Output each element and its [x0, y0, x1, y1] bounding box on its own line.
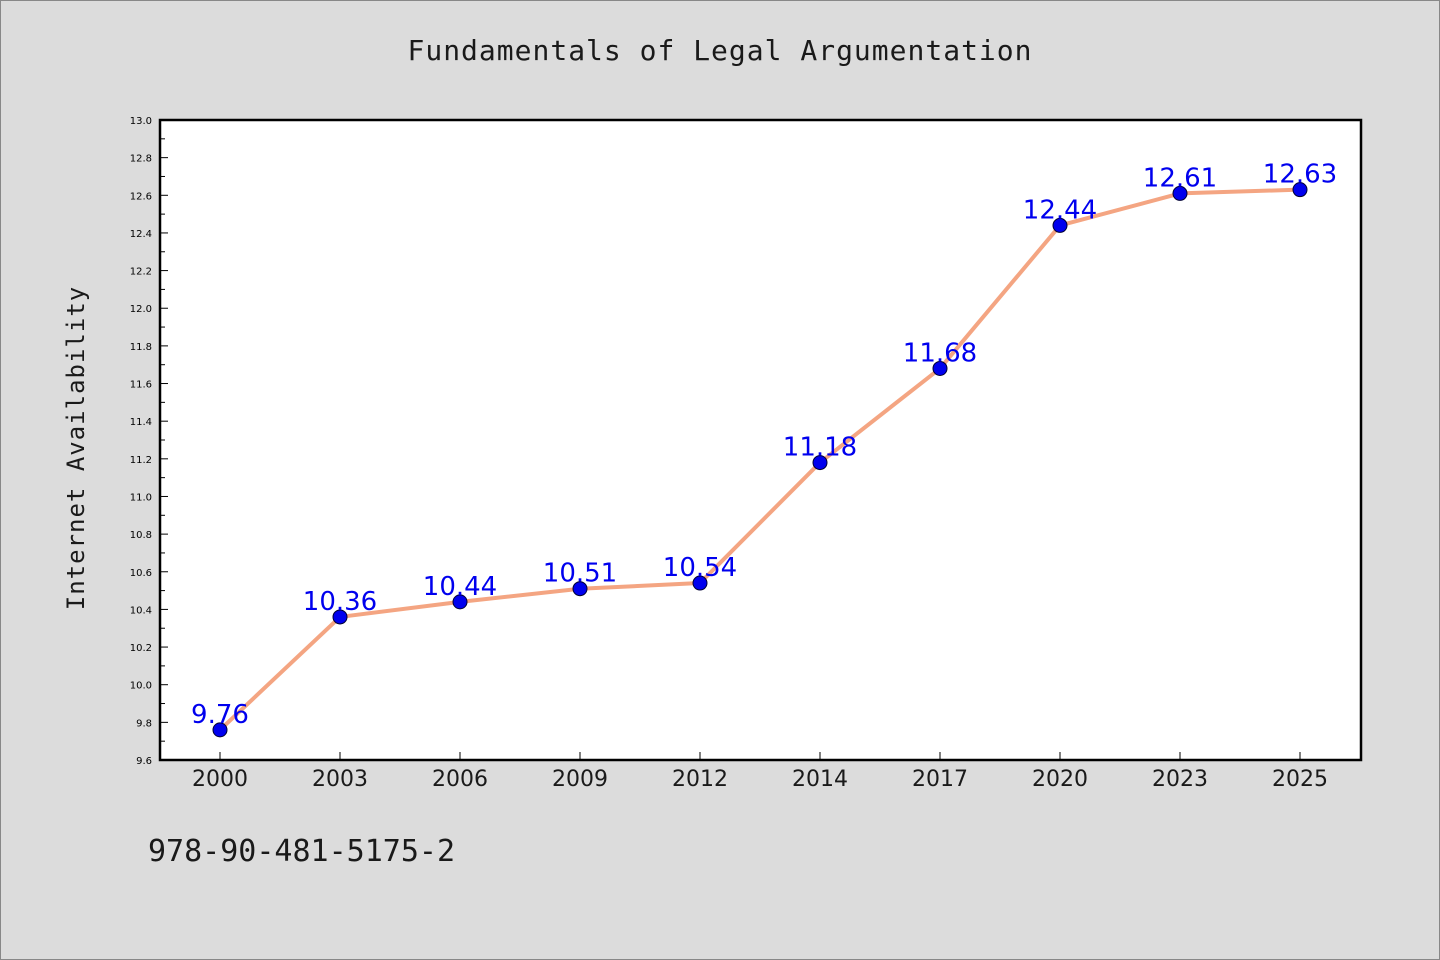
x-tick-label: 2025	[1272, 767, 1328, 792]
y-tick-label: 12.4	[130, 229, 152, 240]
y-tick-label: 12.2	[130, 267, 152, 278]
data-label: 12.44	[1023, 195, 1097, 225]
series-line	[218, 187, 1302, 732]
y-tick-label: 11.4	[130, 417, 152, 428]
plot-area	[160, 120, 1361, 760]
x-tick-label: 2003	[312, 767, 368, 792]
data-label: 9.76	[191, 700, 249, 730]
y-tick-label: 10.0	[130, 681, 152, 692]
data-label: 11.68	[903, 338, 977, 368]
x-tick-label: 2012	[672, 767, 728, 792]
data-label: 10.54	[663, 553, 737, 583]
x-tick-label: 2020	[1032, 767, 1088, 792]
y-tick-label: 10.6	[130, 568, 152, 579]
y-tick-label: 13.0	[130, 116, 152, 127]
data-label: 12.63	[1263, 160, 1337, 190]
chart-title: Fundamentals of Legal Argumentation	[407, 34, 1033, 67]
x-tick-label: 2009	[552, 767, 608, 792]
y-tick-label: 11.6	[130, 380, 152, 391]
data-point	[1172, 185, 1188, 201]
y-tick-label: 9.8	[136, 718, 152, 729]
data-point	[332, 609, 348, 625]
data-point	[212, 722, 228, 738]
data-label: 10.44	[423, 572, 497, 602]
data-point	[572, 581, 588, 597]
data-point	[1052, 217, 1068, 233]
isbn-text: 978-90-481-5175-2	[148, 834, 456, 869]
y-tick-label: 9.6	[136, 756, 152, 767]
data-point	[812, 455, 828, 471]
x-tick-label: 2017	[912, 767, 968, 792]
y-axis-label: Internet Availability	[62, 285, 90, 611]
data-label: 12.61	[1143, 163, 1217, 193]
y-tick-label: 11.8	[130, 342, 152, 353]
y-tick-label: 11.0	[130, 492, 152, 503]
x-tick-label: 2014	[792, 767, 848, 792]
y-tick-label: 11.2	[130, 455, 152, 466]
plot-border	[158, 118, 1363, 762]
y-tick-label: 12.0	[130, 304, 152, 315]
data-point	[932, 360, 948, 376]
x-tick-label: 2000	[192, 767, 248, 792]
y-tick-label: 12.8	[130, 154, 152, 165]
data-point	[452, 594, 468, 610]
data-label: 11.18	[783, 433, 857, 463]
data-label: 10.36	[303, 587, 377, 617]
y-tick-label: 10.4	[130, 605, 152, 616]
data-label: 10.51	[543, 559, 617, 589]
data-point	[1292, 182, 1308, 198]
y-tick-label: 12.6	[130, 191, 152, 202]
data-point	[692, 575, 708, 591]
x-tick-label: 2023	[1152, 767, 1208, 792]
x-tick-label: 2006	[432, 767, 488, 792]
y-tick-label: 10.2	[130, 643, 152, 654]
y-tick-label: 10.8	[130, 530, 152, 541]
